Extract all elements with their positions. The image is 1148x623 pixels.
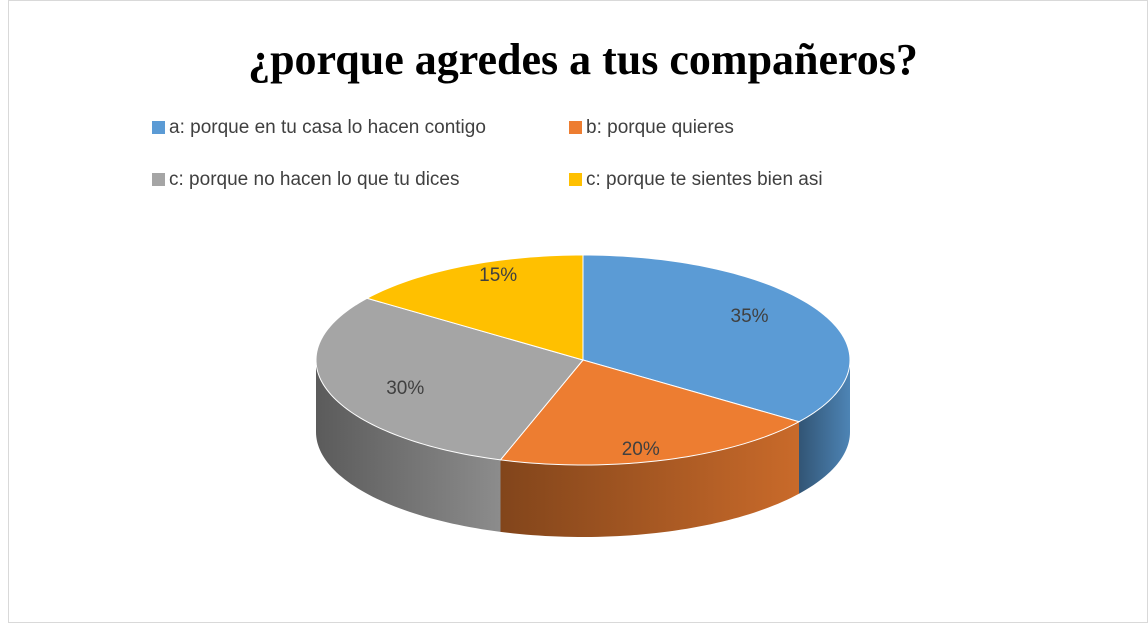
- slice: [582, 254, 851, 423]
- legend-label: c: porque te sientes bien asi: [586, 169, 823, 190]
- legend-swatch: [152, 173, 165, 186]
- data-label: 15%: [479, 265, 517, 286]
- legend-swatch: [569, 121, 582, 134]
- slice: [365, 254, 584, 361]
- slice-side: [500, 421, 800, 537]
- slice-side: [799, 360, 850, 494]
- data-label: 35%: [731, 306, 769, 327]
- legend-label: c: porque no hacen lo que tu dices: [169, 169, 459, 190]
- slice-side: [316, 360, 501, 532]
- chart-title: ¿porque agredes a tus compañeros?: [248, 35, 918, 84]
- data-label: 20%: [622, 439, 660, 460]
- slice: [499, 359, 801, 466]
- legend-swatch: [569, 173, 582, 186]
- legend-label: a: porque en tu casa lo hacen contigo: [169, 117, 486, 138]
- legend-swatch: [152, 121, 165, 134]
- data-label: 30%: [386, 378, 424, 399]
- slice: [315, 297, 584, 461]
- legend-label: b: porque quieres: [586, 117, 734, 138]
